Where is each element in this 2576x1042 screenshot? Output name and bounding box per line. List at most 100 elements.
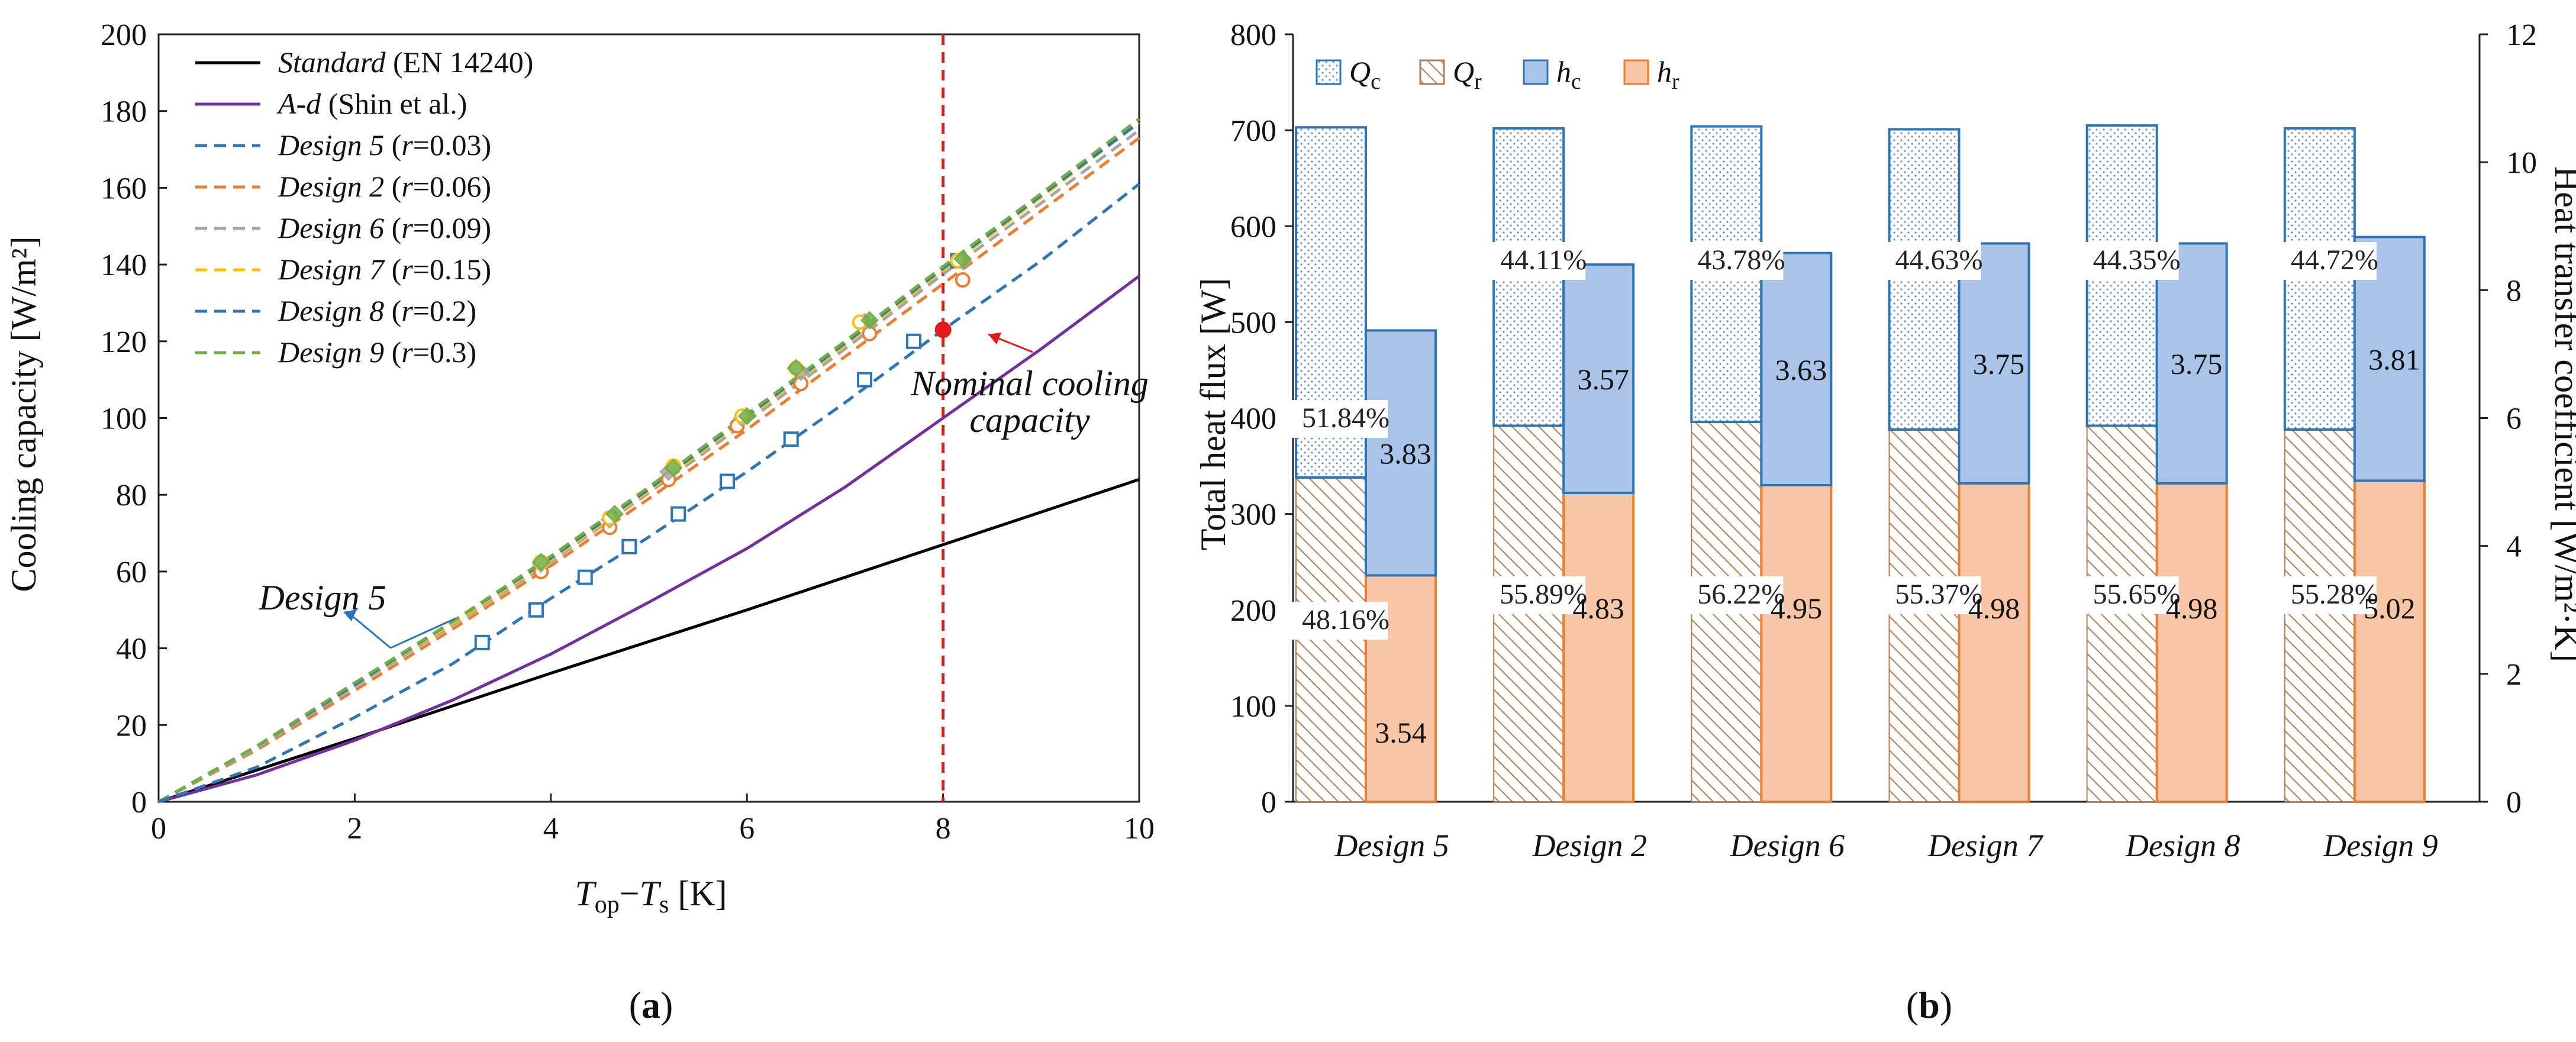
pct-label-Q_r_pct: 55.65%	[2093, 579, 2181, 610]
line-chart-panel-a: 0 20 40 60 80 100 120 140 160 180 200 0 2 4 6 8 10 Nomin…	[4, 18, 1155, 1026]
category-label: Design 5	[1334, 828, 1449, 863]
legend-rest: (	[384, 335, 401, 369]
legend-sub: r	[1672, 69, 1679, 94]
legend-rest: (Shin et al.)	[321, 87, 467, 120]
x-label-t1: T	[575, 874, 597, 913]
panel-b-y2-axis-label: Heat transfer coefficient [W/m²·K]	[2548, 166, 2576, 662]
pct-label-box	[2264, 576, 2377, 614]
panel-b-bars	[1295, 124, 2426, 803]
pct-label-Q_c_pct: 44.35%	[2093, 244, 2181, 276]
y2-tick-label: 0	[2506, 786, 2522, 820]
pct-label-box	[1671, 242, 1784, 280]
data-marker-circle	[955, 272, 971, 288]
data-marker-square	[670, 506, 686, 522]
pct-label-box	[1473, 576, 1586, 614]
legend-name: Design 8	[278, 294, 384, 327]
bar-hr-6	[2353, 479, 2426, 803]
y-tick-label: 20	[116, 709, 147, 743]
hc-value-label: 3.81	[2368, 343, 2420, 376]
bar-Qr-1	[1295, 477, 1366, 802]
legend-label-8: Design 9 (r=0.3)	[278, 335, 476, 369]
panel-a-letter: a	[641, 984, 660, 1026]
legend-sub: r	[1474, 69, 1482, 94]
x-tick-label: 4	[543, 812, 559, 846]
data-marker-diamond	[953, 249, 972, 268]
hc-value-label: 3.57	[1577, 363, 1629, 396]
y-tick-label: 300	[1230, 498, 1276, 532]
panel-b-legend: Qc Qr hc hr	[1316, 55, 1679, 94]
data-marker-square	[720, 473, 736, 489]
legend-label-7: Design 8 (r=0.2)	[278, 294, 476, 327]
data-marker-diamond	[531, 553, 550, 572]
series-line-5	[157, 129, 1140, 804]
bar-Qr-6	[2284, 428, 2355, 802]
category-label: Design 2	[1532, 828, 1647, 863]
hr-value-label: 4.83	[1572, 592, 1624, 625]
bar-hc-5	[2155, 242, 2228, 485]
legend-r-value: =0.15)	[413, 253, 491, 286]
pct-label-box	[1275, 602, 1388, 640]
category-label: Design 6	[1730, 828, 1845, 863]
pct-label-box	[2066, 576, 2179, 614]
pct-label-Q_c_pct: 44.11%	[1500, 244, 1587, 276]
y-tick-label: 0	[131, 786, 147, 820]
legend-label-Qc: Qc	[1349, 55, 1381, 94]
legend-r: r	[401, 170, 413, 203]
panel-b-y-axis-label: Total heat flux [W]	[1194, 278, 1233, 551]
data-marker-diamond	[605, 505, 624, 524]
pct-label-Q_c_pct: 51.84%	[1302, 402, 1389, 434]
panel-a-axes: 0 20 40 60 80 100 120 140 160 180 200 0 2 4 6 8 10	[101, 18, 1155, 846]
hc-value-label: 3.75	[1973, 347, 2025, 380]
hc-value-label: 3.75	[2171, 347, 2223, 380]
nominal-annotation-line1: Nominal cooling	[910, 364, 1149, 403]
data-marker-square	[474, 634, 490, 650]
legend-r-value: =0.03)	[413, 128, 491, 162]
legend-rest: (	[384, 253, 401, 286]
legend-main: Q	[1453, 55, 1474, 88]
legend-label-Qr: Qr	[1453, 55, 1482, 94]
data-marker-square	[577, 569, 593, 585]
category-label: Design 8	[2125, 828, 2240, 863]
pct-label-box	[1868, 576, 1981, 614]
pct-label-box	[2066, 242, 2179, 280]
y-tick-label: 800	[1230, 18, 1276, 52]
pct-label-Q_c_pct: 44.63%	[1895, 244, 1983, 276]
bar-hr-4	[1958, 482, 2030, 803]
x-tick-label: 2	[347, 812, 362, 846]
legend-label-1: Standard (EN 14240)	[278, 46, 533, 79]
legend-r-value: =0.2)	[413, 294, 476, 327]
design5-arrow-stem	[351, 614, 391, 649]
legend-name: A-d	[276, 87, 321, 120]
hc-value-label: 3.83	[1379, 437, 1432, 470]
pct-label-box	[2264, 242, 2377, 280]
hr-value-label: 4.98	[2166, 592, 2218, 625]
y-tick-label: 80	[116, 479, 147, 512]
data-marker-square	[528, 602, 544, 618]
legend-swatch-hr	[1623, 59, 1649, 85]
pct-label-Q_c_pct: 43.78%	[1697, 244, 1785, 276]
bar-chart-panel-b: 0 100 200 300 400 500 600 700 800 0 2 4 6 8 10 12 51.84…	[1194, 18, 2576, 1026]
legend-label-4: Design 2 (r=0.06)	[278, 170, 491, 203]
y2-tick-label: 2	[2506, 658, 2522, 692]
legend-sub: c	[1571, 69, 1581, 94]
series-line-2	[158, 275, 1140, 804]
category-label: Design 7	[1927, 828, 2043, 863]
x-tick-label: 0	[151, 812, 166, 846]
y2-tick-label: 12	[2506, 18, 2537, 52]
legend-name: Design 5	[278, 128, 384, 162]
legend-main: h	[1556, 55, 1571, 88]
x-tick-label: 8	[936, 812, 951, 846]
x-label-unit: [K]	[669, 874, 727, 913]
panel-a-x-axis-label: Top−Ts [K]	[575, 874, 727, 918]
panel-b-axes: 0 100 200 300 400 500 600 700 800 0 2 4 6 8 10 12	[1230, 18, 2537, 820]
legend-label-5: Design 6 (r=0.09)	[278, 211, 491, 244]
legend-swatch-Qc	[1316, 59, 1342, 85]
y-tick-label: 400	[1230, 402, 1276, 436]
pct-label-Q_r_pct: 48.16%	[1302, 604, 1389, 635]
x-label-dash: −	[620, 874, 640, 913]
legend-name: Design 9	[278, 335, 384, 369]
legend-rest: (	[384, 211, 401, 244]
legend-r: r	[401, 294, 413, 327]
legend-name: Design 2	[278, 170, 384, 203]
